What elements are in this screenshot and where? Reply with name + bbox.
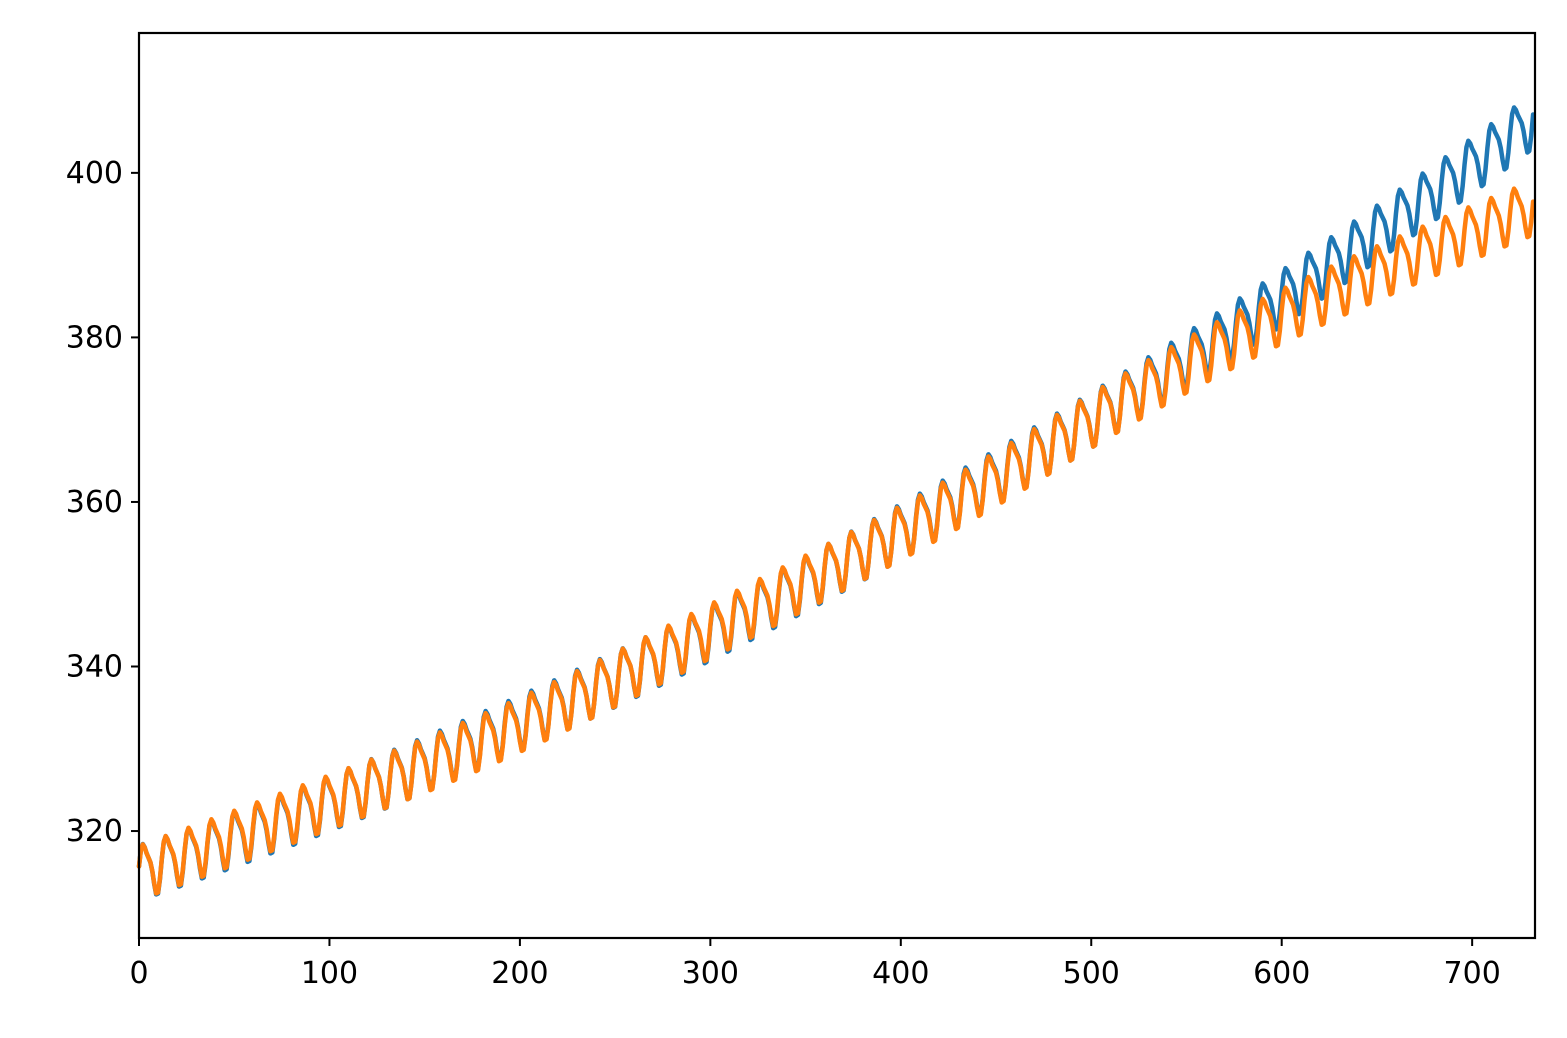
x-tick-label: 100 <box>301 956 358 991</box>
x-tick-label: 500 <box>1063 956 1120 991</box>
y-tick-label: 340 <box>66 650 123 685</box>
x-axis: 0 100 200 300 400 500 600 700 <box>129 938 1501 991</box>
x-tick-label: 700 <box>1444 956 1501 991</box>
y-tick-label: 360 <box>66 485 123 520</box>
y-tick-label: 320 <box>66 814 123 849</box>
series-layer <box>136 105 1536 897</box>
series-line-2 <box>136 186 1536 896</box>
y-tick-label: 380 <box>66 320 123 355</box>
x-tick-label: 400 <box>872 956 929 991</box>
plot-frame <box>137 31 1537 940</box>
y-axis: 320 340 360 380 400 <box>66 156 139 849</box>
x-tick-label: 200 <box>491 956 548 991</box>
x-tick-label: 300 <box>682 956 739 991</box>
x-tick-label: 600 <box>1253 956 1310 991</box>
x-tick-label: 0 <box>129 956 148 991</box>
y-tick-label: 400 <box>66 156 123 191</box>
